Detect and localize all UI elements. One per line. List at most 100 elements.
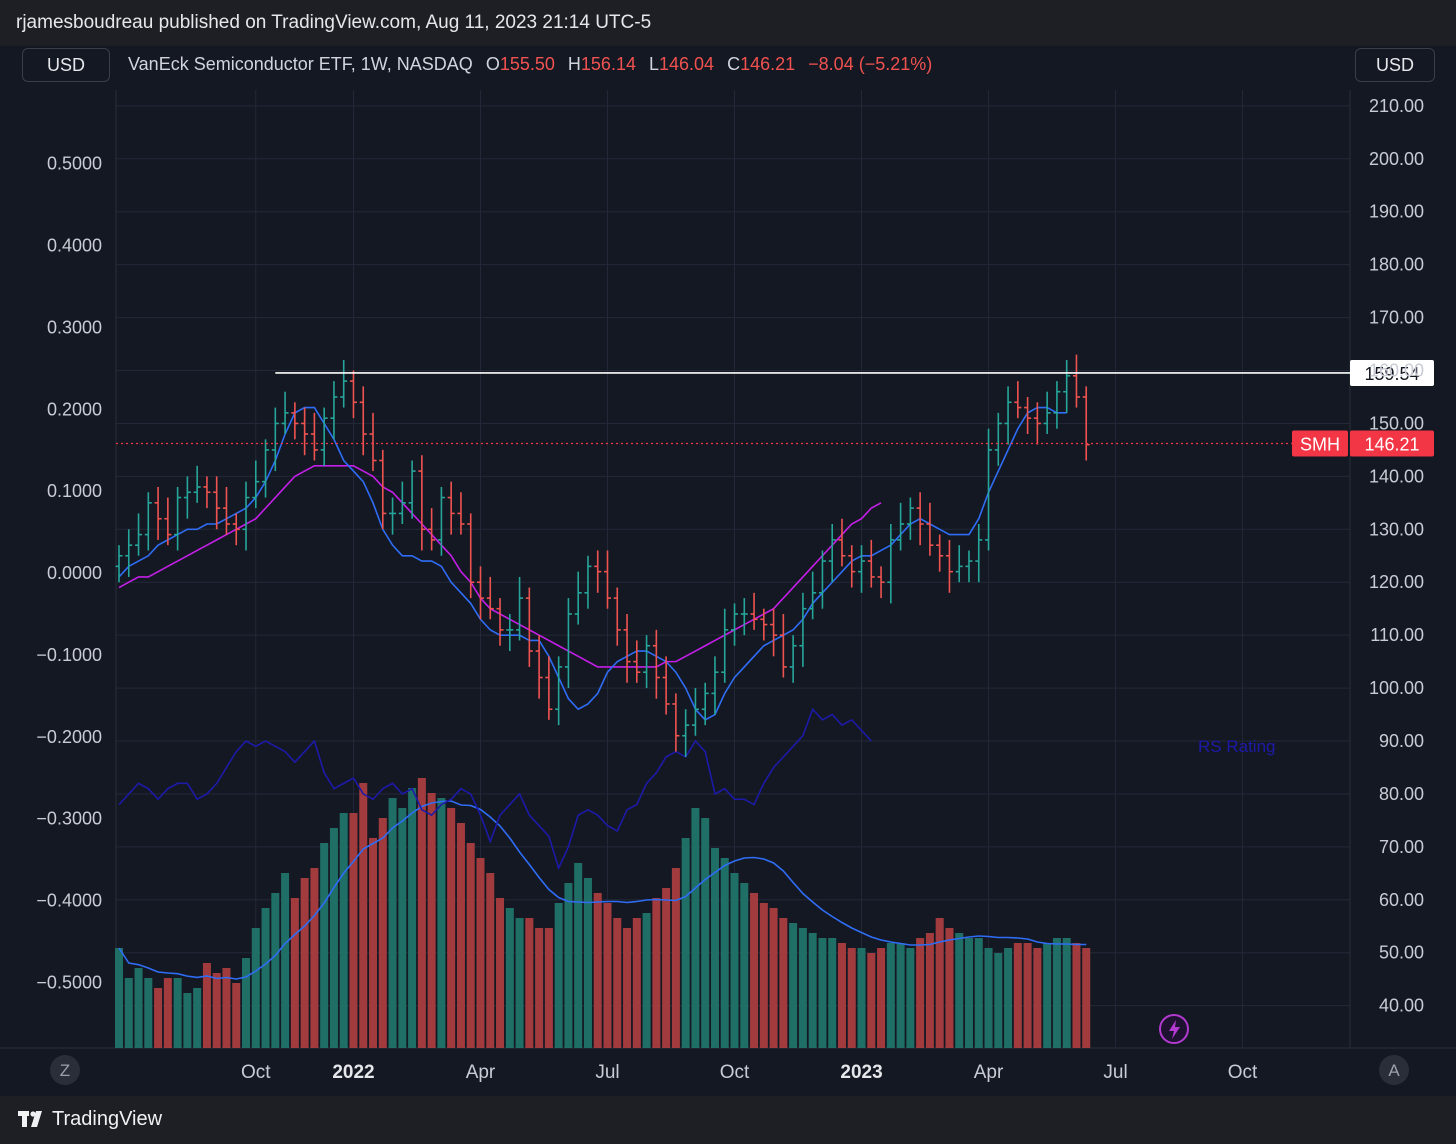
right-currency-button[interactable]: USD <box>1355 48 1435 82</box>
ohlc-bar <box>858 545 866 593</box>
left-axis-tick: 0.5000 <box>47 154 102 174</box>
ohlc-bar <box>594 550 602 593</box>
volume-bar <box>720 858 729 1048</box>
volume-bar <box>320 843 329 1048</box>
ohlc-bar <box>887 524 895 604</box>
ohlc-bar <box>398 481 406 525</box>
legend-close-label: C <box>727 54 741 74</box>
volume-bar <box>544 928 553 1048</box>
ohlc-bar <box>125 529 133 577</box>
tradingview-logo[interactable]: TradingView <box>18 1106 162 1132</box>
volume-bar <box>652 898 661 1048</box>
volume-bar <box>144 978 153 1048</box>
left-currency-button[interactable]: USD <box>22 48 110 82</box>
ohlc-bar <box>281 391 289 435</box>
chart-canvas[interactable]: 159.54 SMH 146.21 0.5000 0.4000 0.3000 0.2000… <box>0 46 1456 1096</box>
volume-bar <box>857 948 866 1048</box>
bottom-bar <box>0 1096 1456 1144</box>
right-axis-tick: 120.00 <box>1369 572 1424 592</box>
last-price-label-bg <box>1350 430 1434 457</box>
ohlc-bar <box>848 545 856 588</box>
ohlc-bar <box>584 555 592 609</box>
volume-bar <box>271 893 280 1048</box>
ohlc-bar <box>506 613 514 652</box>
ohlc-bar <box>457 492 465 535</box>
volume-bar <box>701 818 710 1048</box>
rs-rating-label: RS Rating <box>1198 737 1275 756</box>
volume-bar <box>535 928 544 1048</box>
volume-bar <box>1013 943 1022 1048</box>
left-axis: 0.5000 0.4000 0.3000 0.2000 0.1000 0.0000 −0.1… <box>36 154 102 993</box>
ohlc-bar <box>623 613 631 683</box>
volume-bar <box>750 893 759 1048</box>
ohlc-bar <box>1004 386 1012 445</box>
ohlc-bar <box>389 497 397 535</box>
lightning-icon-bolt[interactable] <box>1169 1020 1180 1039</box>
ohlc-bar <box>115 545 123 583</box>
volume-bar <box>476 858 485 1048</box>
chart-area[interactable]: 159.54 SMH 146.21 0.5000 0.4000 0.3000 0.2000… <box>0 46 1456 1096</box>
legend-low-value: 146.04 <box>659 54 715 74</box>
right-axis-tick: 200.00 <box>1369 149 1424 169</box>
auto-scale-button-bg[interactable] <box>1379 1055 1409 1085</box>
zoom-button-bg[interactable] <box>50 1055 80 1085</box>
right-axis-tick: 180.00 <box>1369 255 1424 275</box>
right-axis-tick: 160.00 <box>1369 361 1424 381</box>
volume-bar <box>759 903 768 1048</box>
volume-bar <box>437 798 446 1048</box>
zoom-button[interactable]: Z <box>50 1055 80 1085</box>
price-levels: 159.54 SMH 146.21 <box>116 359 1434 1044</box>
volume-bar <box>867 953 876 1048</box>
zoom-button-label[interactable]: Z <box>60 1061 70 1080</box>
right-axis: 210.00 200.00 190.00 180.00 170.00 160.00 150.… <box>1369 96 1424 1016</box>
ohlc-bar <box>476 566 484 620</box>
volume-bar <box>525 918 534 1048</box>
right-axis-tick: 150.00 <box>1369 413 1424 433</box>
ohlc-bar <box>994 412 1002 466</box>
right-axis-tick: 80.00 <box>1379 784 1424 804</box>
ohlc-bar <box>291 402 299 440</box>
time-axis-tick: 2023 <box>840 1062 882 1083</box>
volume-bar <box>398 808 407 1048</box>
rs-rating-line <box>118 707 872 871</box>
legend-low-label: L <box>648 54 659 74</box>
volume-bar <box>486 873 495 1048</box>
volume-bar <box>417 778 426 1048</box>
volume-bar <box>974 938 983 1048</box>
auto-scale-button-label[interactable]: A <box>1388 1061 1400 1080</box>
ohlc-bar <box>222 486 230 535</box>
right-axis-tick: 70.00 <box>1379 837 1424 857</box>
legend-open-label: O <box>485 54 500 74</box>
volume-bar <box>242 958 251 1048</box>
ohlc-bar <box>135 513 143 556</box>
volume-bar <box>896 943 905 1048</box>
ohlc-bar <box>144 492 152 551</box>
volume-bar <box>261 908 270 1048</box>
left-axis-tick: −0.1000 <box>36 645 102 665</box>
ohlc-bar <box>437 486 445 556</box>
left-axis-tick: 0.2000 <box>47 399 102 419</box>
auto-scale-button[interactable]: A <box>1379 1055 1409 1085</box>
legend-close-value: 146.21 <box>740 54 796 74</box>
lightning-icon[interactable] <box>1159 1014 1189 1044</box>
ohlc-bar <box>496 598 504 646</box>
ohlc-bar <box>828 524 836 583</box>
volume-bar <box>1043 943 1052 1048</box>
volume-bar <box>1033 948 1042 1048</box>
time-axis-tick: Apr <box>974 1062 1004 1083</box>
volume-bar <box>945 928 954 1048</box>
ohlc-bar <box>906 497 914 540</box>
volume-bar <box>623 928 632 1048</box>
ohlc-bar <box>1024 396 1032 435</box>
volume-bar <box>769 908 778 1048</box>
ohlc-bar <box>242 481 250 551</box>
volume-bar <box>427 793 436 1048</box>
time-axis-tick: Jul <box>1103 1062 1127 1083</box>
ohlc-bar <box>379 449 387 530</box>
volume-bar <box>1052 938 1061 1048</box>
ohlc-bar <box>516 576 524 641</box>
ohlc-bar <box>203 476 211 509</box>
ohlc-bar <box>789 635 797 683</box>
volume-bar <box>163 978 172 1048</box>
ohlc-bars <box>115 354 1090 757</box>
